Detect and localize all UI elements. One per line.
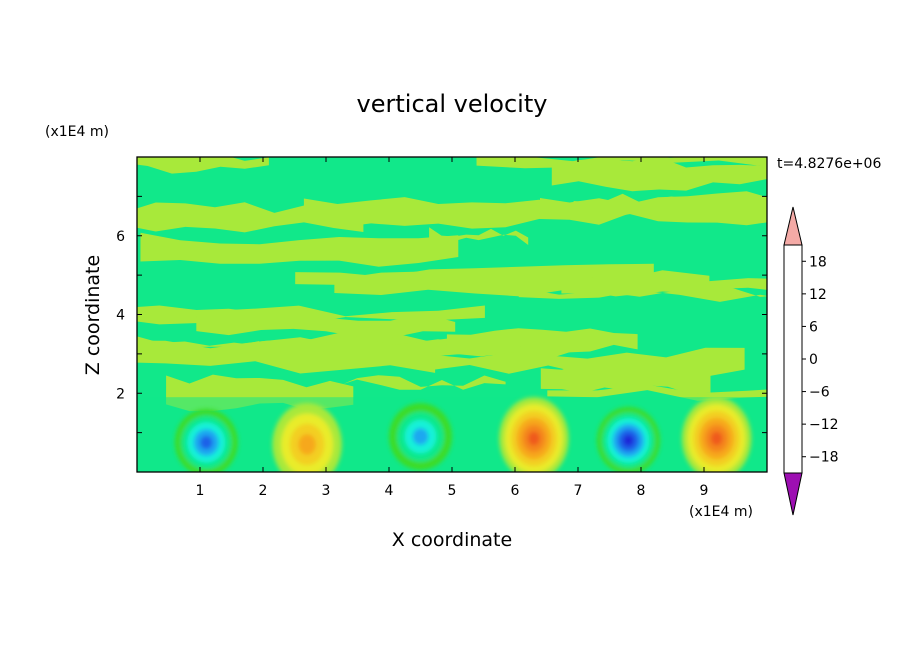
contour-band (430, 347, 745, 377)
contour-band (196, 308, 456, 338)
colorbar-label: 12 (809, 287, 827, 303)
colorbar-label: −6 (809, 385, 830, 401)
contour-band (137, 202, 364, 233)
colorbar-over-arrow (783, 206, 803, 246)
colorbar-label: −12 (809, 417, 839, 433)
contour-bands (137, 157, 767, 472)
x-unit-label: (x1E4 m) (689, 504, 753, 520)
contour-band (547, 384, 767, 401)
downdraft-cell (623, 434, 634, 447)
colorbar: 18 12 6 0 −6 −12 −18 (783, 206, 839, 516)
chart-title: vertical velocity (357, 90, 548, 118)
plot-area (137, 157, 767, 472)
updraft-cell (528, 431, 540, 446)
contour-band (137, 157, 269, 174)
contour-band (137, 397, 767, 472)
contour-band (476, 157, 767, 169)
downdraft-cell (412, 428, 429, 445)
x-axis-label: X coordinate (392, 529, 512, 551)
y-unit-label: (x1E4 m) (45, 124, 109, 140)
y-tick-label: 6 (116, 229, 125, 245)
y-tick-label: 4 (116, 308, 125, 324)
time-label: t=4.8276e+06 (777, 156, 881, 172)
updraft-cell (710, 431, 723, 446)
contour-band (446, 328, 638, 355)
contour-band (303, 197, 573, 229)
x-tick-label: 2 (259, 483, 268, 499)
contour-band (429, 227, 529, 245)
colorbar-under-arrow (783, 472, 803, 516)
x-tick-label: 9 (700, 483, 709, 499)
colorbar-label: 0 (809, 352, 818, 368)
colorbar-label: 6 (809, 319, 818, 335)
contour-band (335, 375, 506, 390)
contour-band (140, 232, 459, 267)
y-ticks: 2 4 6 (116, 156, 767, 473)
contour-band (334, 270, 710, 297)
x-tick-label: 3 (322, 483, 331, 499)
updraft-cell (298, 434, 316, 455)
x-tick-label: 8 (637, 483, 646, 499)
x-tick-label: 4 (385, 483, 394, 499)
y-tick-label: 2 (116, 386, 125, 402)
contour-band (137, 336, 333, 353)
contour-cells (174, 397, 752, 472)
colorbar-label: 18 (809, 254, 827, 270)
x-tick-label: 7 (574, 483, 583, 499)
downdraft-cell (200, 435, 213, 450)
x-tick-label: 5 (448, 483, 457, 499)
x-tick-label: 6 (511, 483, 520, 499)
colorbar-label: −18 (809, 450, 839, 466)
x-ticks: 1 2 3 4 5 6 7 8 9 (136, 157, 768, 499)
colorbar-frame (783, 244, 803, 474)
x-tick-label: 1 (196, 483, 205, 499)
contour-band (573, 193, 705, 216)
contour-band (137, 337, 436, 374)
y-axis-label: Z coordinate (82, 255, 104, 375)
contour-band (551, 157, 767, 192)
